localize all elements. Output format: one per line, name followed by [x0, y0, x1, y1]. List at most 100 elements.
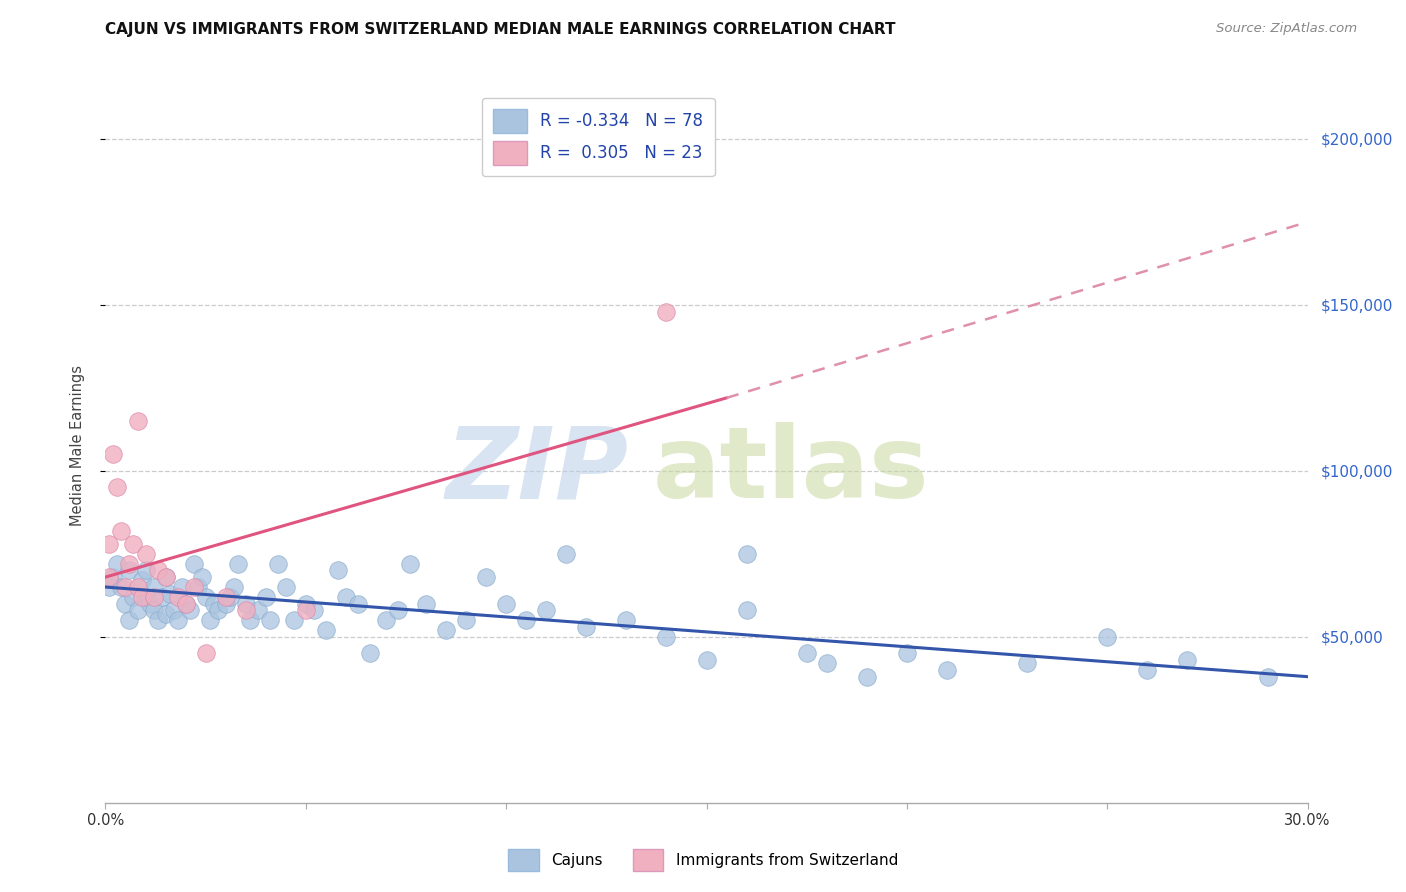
Point [267, 557, 290, 571]
Point [118, 613, 141, 627]
Point [135, 547, 157, 561]
Point [103, 447, 125, 461]
Point [103, 570, 125, 584]
Point [235, 603, 257, 617]
Point [1017, 657, 1039, 671]
Point [179, 603, 201, 617]
Point [575, 620, 598, 634]
Point [122, 590, 145, 604]
Y-axis label: Median Male Earnings: Median Male Earnings [70, 366, 84, 526]
Point [114, 597, 136, 611]
Point [107, 557, 129, 571]
Point [174, 597, 197, 611]
Point [359, 647, 381, 661]
Point [127, 603, 149, 617]
Point [374, 613, 398, 627]
Point [155, 570, 177, 584]
Point [655, 304, 678, 318]
Point [295, 597, 318, 611]
Point [202, 597, 225, 611]
Text: Source: ZipAtlas.com: Source: ZipAtlas.com [1216, 22, 1357, 36]
Point [155, 607, 177, 621]
Point [239, 613, 262, 627]
Point [110, 524, 132, 538]
Point [495, 597, 517, 611]
Point [246, 603, 269, 617]
Point [127, 580, 149, 594]
Point [335, 590, 357, 604]
Point [896, 647, 918, 661]
Point [142, 590, 165, 604]
Point [515, 613, 537, 627]
Point [302, 603, 325, 617]
Point [110, 580, 132, 594]
Point [118, 557, 141, 571]
Point [1136, 663, 1159, 677]
Point [207, 603, 229, 617]
Point [815, 657, 838, 671]
Point [198, 613, 221, 627]
Point [259, 613, 281, 627]
Point [190, 570, 212, 584]
Text: ZIP: ZIP [446, 423, 628, 519]
Point [135, 564, 157, 578]
Point [166, 590, 188, 604]
Point [142, 603, 165, 617]
Point [555, 547, 578, 561]
Point [226, 557, 249, 571]
Point [146, 613, 169, 627]
Point [166, 613, 188, 627]
Point [1177, 653, 1199, 667]
Point [696, 653, 718, 667]
Point [146, 564, 169, 578]
Point [214, 590, 236, 604]
Point [183, 580, 205, 594]
Point [434, 624, 457, 638]
Point [283, 613, 305, 627]
Point [159, 587, 181, 601]
Point [135, 590, 157, 604]
Point [475, 570, 498, 584]
Point [347, 597, 370, 611]
Point [936, 663, 959, 677]
Point [1097, 630, 1119, 644]
Point [150, 590, 173, 604]
Point [155, 570, 177, 584]
Point [295, 603, 318, 617]
Point [98, 580, 121, 594]
Point [194, 647, 217, 661]
Point [274, 580, 297, 594]
Legend: Cajuns, Immigrants from Switzerland: Cajuns, Immigrants from Switzerland [502, 843, 904, 877]
Point [315, 624, 337, 638]
Point [735, 547, 758, 561]
Point [616, 613, 638, 627]
Point [534, 603, 557, 617]
Point [183, 557, 205, 571]
Point [142, 580, 165, 594]
Point [131, 590, 153, 604]
Point [131, 574, 153, 588]
Point [235, 597, 257, 611]
Point [122, 537, 145, 551]
Text: atlas: atlas [652, 423, 929, 519]
Point [655, 630, 678, 644]
Point [218, 590, 240, 604]
Point [214, 597, 236, 611]
Point [127, 414, 149, 428]
Point [855, 670, 877, 684]
Point [454, 613, 477, 627]
Point [222, 580, 245, 594]
Point [187, 580, 209, 594]
Point [98, 537, 121, 551]
Point [98, 570, 121, 584]
Point [796, 647, 818, 661]
Point [194, 590, 217, 604]
Point [326, 564, 349, 578]
Point [254, 590, 277, 604]
Point [735, 603, 758, 617]
Text: CAJUN VS IMMIGRANTS FROM SWITZERLAND MEDIAN MALE EARNINGS CORRELATION CHART: CAJUN VS IMMIGRANTS FROM SWITZERLAND MED… [105, 22, 896, 37]
Point [399, 557, 422, 571]
Point [174, 597, 197, 611]
Point [162, 603, 184, 617]
Point [415, 597, 437, 611]
